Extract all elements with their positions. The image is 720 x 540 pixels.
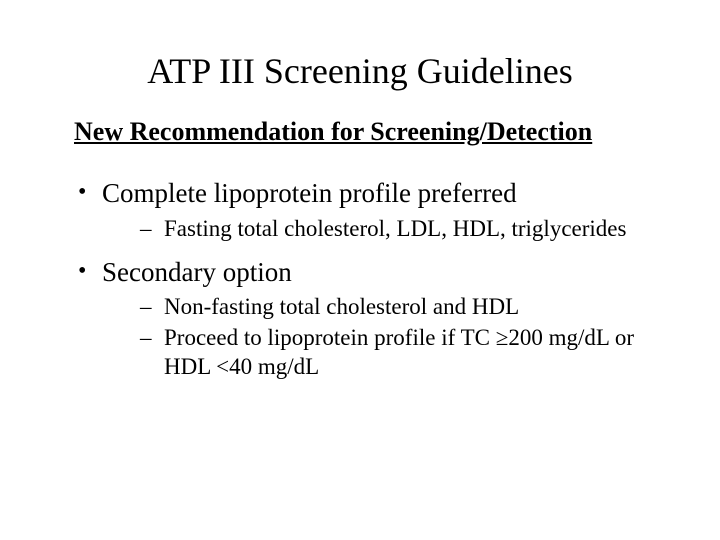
slide-subheading: New Recommendation for Screening/Detecti… <box>70 116 650 147</box>
bullet-item: Secondary option Non-fasting total chole… <box>74 256 650 382</box>
bullet-item: Complete lipoprotein profile preferred F… <box>74 177 650 244</box>
slide-title: ATP III Screening Guidelines <box>70 50 650 92</box>
bullet-list: Complete lipoprotein profile preferred F… <box>70 177 650 382</box>
sub-item: Fasting total cholesterol, LDL, HDL, tri… <box>102 215 650 244</box>
sub-list: Non-fasting total cholesterol and HDL Pr… <box>102 293 650 381</box>
bullet-text: Complete lipoprotein profile preferred <box>102 178 517 208</box>
sub-list: Fasting total cholesterol, LDL, HDL, tri… <box>102 215 650 244</box>
sub-item: Non-fasting total cholesterol and HDL <box>102 293 650 322</box>
sub-item: Proceed to lipoprotein profile if TC ≥20… <box>102 324 650 382</box>
bullet-text: Secondary option <box>102 257 292 287</box>
